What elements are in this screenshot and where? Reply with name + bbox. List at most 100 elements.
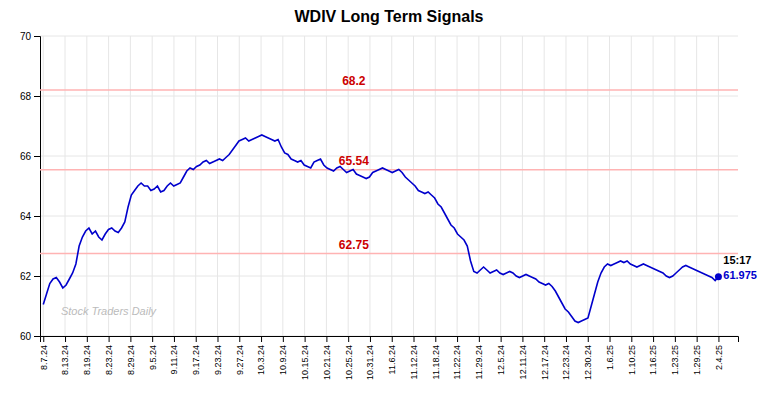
grid-line: [40, 276, 738, 277]
y-tick: 70: [20, 31, 40, 42]
x-tick-label: 12.11.24: [518, 345, 528, 379]
grid-line: [40, 216, 738, 217]
x-tick: 9.27.24: [235, 336, 245, 375]
x-tick-mark: [43, 336, 44, 342]
x-tick-label: 1.29.25: [692, 345, 702, 375]
x-tick-label: 8.23.24: [104, 345, 114, 375]
x-tick-mark: [435, 336, 436, 342]
x-tick-mark: [610, 336, 611, 342]
x-tick-label: 9.11.24: [169, 345, 179, 374]
x-tick: 8.13.24: [60, 336, 70, 375]
chart: 8.7.248.13.248.19.248.23.248.29.249.5.24…: [0, 0, 784, 398]
grid-line: [631, 36, 632, 336]
x-tick-label: 9.27.24: [235, 345, 245, 375]
x-tick: 9.23.24: [213, 336, 223, 375]
x-tick: 11.29.24: [474, 336, 484, 379]
annotations: 68.265.5462.7515:1761.975Stock Traders D…: [61, 74, 757, 317]
x-tick: 1.6.25: [605, 336, 615, 370]
x-tick: 8.23.24: [104, 336, 114, 375]
x-tick: 10.9.24: [278, 336, 288, 375]
x-tick-mark: [217, 336, 218, 342]
x-tick-mark: [697, 336, 698, 342]
grid-line: [261, 36, 262, 336]
x-tick-mark: [305, 336, 306, 342]
last-value-label: 61.975: [723, 269, 757, 281]
x-tick: 9.5.24: [148, 336, 158, 370]
x-tick-label: 11.18.24: [431, 345, 441, 379]
x-tick-label: 10.31.24: [365, 345, 375, 380]
x-tick-label: 8.13.24: [60, 345, 70, 375]
watermark: Stock Traders Daily: [61, 305, 158, 317]
grid-line: [108, 36, 109, 336]
x-tick-mark: [348, 336, 349, 342]
x-tick-mark: [566, 336, 567, 342]
y-tick: 60: [20, 331, 40, 342]
x-tick-mark: [196, 336, 197, 342]
x-tick: 1.29.25: [692, 336, 702, 375]
x-tick: 10.15.24: [300, 336, 310, 380]
x-tick-mark: [370, 336, 371, 342]
x-tick-mark: [522, 336, 523, 342]
x-tick-mark: [239, 336, 240, 342]
grid-line: [478, 36, 479, 336]
y-tick-label: 62: [20, 271, 32, 282]
x-tick-mark: [130, 336, 131, 342]
x-tick-mark: [544, 336, 545, 342]
x-tick-mark: [718, 336, 719, 342]
y-tick: 68: [20, 91, 40, 102]
x-tick-label: 12.17.24: [540, 345, 550, 380]
y-tick-mark: [34, 216, 40, 217]
y-tick-label: 66: [20, 151, 32, 162]
y-tick-label: 60: [20, 331, 32, 342]
grid: [40, 36, 738, 336]
last-point: [715, 273, 722, 280]
grid-line: [40, 96, 738, 97]
y-tick-label: 68: [20, 91, 32, 102]
x-tick-label: 12.23.24: [561, 345, 571, 380]
x-tick: 11.6.24: [387, 336, 397, 374]
x-tick-label: 1.10.25: [627, 345, 637, 375]
grid-line: [86, 36, 87, 336]
x-tick: 10.21.24: [322, 336, 332, 380]
signal-line: [40, 253, 738, 255]
x-tick: 12.11.24: [518, 336, 528, 379]
x-tick: 10.3.24: [256, 336, 266, 375]
x-tick-mark: [109, 336, 110, 342]
x-tick: 2.4.25: [714, 336, 724, 370]
grid-line: [152, 36, 153, 336]
grid-line: [239, 36, 240, 336]
x-tick-label: 12.5.24: [496, 345, 506, 375]
y-axis-line: [34, 37, 41, 337]
grid-line: [304, 36, 305, 336]
grid-line: [195, 36, 196, 336]
x-tick: 8.29.24: [126, 336, 136, 375]
grid-line: [457, 36, 458, 336]
x-tick: 1.10.25: [627, 336, 637, 375]
x-tick-label: 10.15.24: [300, 345, 310, 380]
x-tick: 1.16.25: [648, 336, 658, 375]
y-tick-mark: [34, 336, 40, 337]
x-tick-label: 2.4.25: [714, 345, 724, 370]
x-tick-label: 8.19.24: [82, 345, 92, 375]
x-tick-label: 10.25.24: [344, 345, 354, 380]
y-tick-mark: [34, 36, 40, 37]
x-tick: 12.17.24: [540, 336, 550, 380]
grid-line: [653, 36, 654, 336]
x-axis-line: [41, 337, 739, 343]
x-tick-mark: [457, 336, 458, 342]
x-tick-mark: [152, 336, 153, 342]
grid-line: [718, 36, 719, 336]
grid-line: [391, 36, 392, 336]
grid-line: [696, 36, 697, 336]
grid-line: [282, 36, 283, 336]
x-tick-label: 1.6.25: [605, 345, 615, 370]
grid-line: [130, 36, 131, 336]
x-tick: 9.17.24: [191, 336, 201, 375]
grid-line: [369, 36, 370, 336]
x-tick-label: 9.5.24: [148, 345, 158, 370]
x-tick-mark: [414, 336, 415, 342]
x-tick-label: 11.22.24: [452, 345, 462, 379]
grid-line: [65, 36, 66, 336]
grid-line: [565, 36, 566, 336]
x-tick-label: 8.29.24: [126, 345, 136, 375]
